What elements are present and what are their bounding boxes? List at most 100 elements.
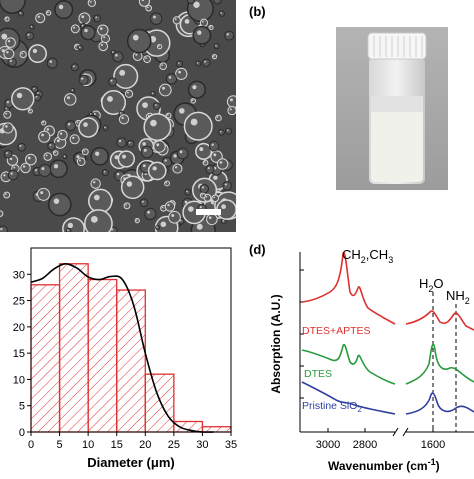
- droplet: [0, 211, 3, 217]
- droplet: [160, 63, 167, 70]
- droplet-highlight: [156, 143, 159, 146]
- droplet: [4, 150, 12, 158]
- droplet: [71, 25, 79, 33]
- droplet-highlight: [127, 92, 129, 94]
- droplet-highlight: [197, 31, 201, 35]
- droplet-highlight: [152, 166, 156, 170]
- droplet: [3, 123, 13, 133]
- droplet: [29, 45, 46, 62]
- droplet-highlight: [104, 126, 106, 128]
- y-tick-label: 0: [19, 427, 25, 439]
- legend-pristine: Pristine SiO2: [302, 400, 362, 414]
- droplet-highlight: [104, 171, 106, 173]
- droplet-highlight: [213, 196, 215, 198]
- legend-pristine-main: Pristine SiO: [302, 400, 357, 412]
- droplet: [173, 164, 182, 173]
- droplet: [173, 17, 180, 24]
- y-tick-label: 30: [13, 269, 25, 281]
- droplet: [124, 203, 130, 209]
- droplet-highlight: [222, 220, 224, 222]
- droplet: [4, 49, 14, 59]
- droplet: [227, 96, 236, 108]
- droplet: [79, 75, 88, 84]
- droplet-highlight: [1, 34, 7, 40]
- droplet-highlight: [133, 35, 139, 41]
- x-tick-2800: 2800: [353, 439, 377, 451]
- x-tick-label: 5: [57, 439, 63, 451]
- droplet: [217, 159, 228, 170]
- droplet: [223, 182, 232, 191]
- droplet: [176, 68, 187, 79]
- droplet-highlight: [5, 125, 8, 128]
- droplet: [209, 25, 213, 29]
- droplet: [98, 25, 108, 35]
- droplet: [50, 160, 67, 177]
- droplet: [146, 5, 152, 11]
- droplet: [200, 193, 205, 198]
- droplet: [216, 115, 222, 121]
- droplet-highlight: [147, 211, 150, 214]
- droplet: [82, 149, 88, 155]
- droplet: [185, 189, 191, 195]
- droplet: [203, 160, 208, 165]
- droplet-highlight: [115, 54, 118, 57]
- droplet: [219, 11, 224, 16]
- droplet-highlight: [72, 137, 74, 139]
- droplet-highlight: [186, 191, 188, 193]
- droplet: [165, 181, 170, 186]
- axis-break: [393, 428, 408, 436]
- droplet-highlight: [107, 96, 113, 102]
- droplet: [151, 92, 155, 96]
- droplet-highlight: [213, 55, 215, 57]
- y-tick-label: 5: [19, 401, 25, 413]
- droplet-highlight: [144, 149, 147, 152]
- droplet-highlight: [213, 153, 216, 156]
- droplet-highlight: [201, 194, 203, 196]
- droplet-highlight: [175, 166, 177, 168]
- droplet-highlight: [103, 36, 105, 38]
- x-tick-label: 10: [82, 439, 94, 451]
- droplet: [4, 111, 11, 118]
- droplet: [122, 176, 144, 198]
- droplet-highlight: [41, 167, 44, 170]
- droplet-highlight: [6, 51, 8, 53]
- x-axis-label-end: ): [436, 459, 440, 473]
- droplet: [4, 192, 10, 198]
- x-axis-label: Wavenumber (cm-1): [328, 457, 440, 473]
- droplet-highlight: [167, 114, 169, 116]
- droplet-highlight: [121, 117, 123, 119]
- histogram-bars: [31, 264, 231, 432]
- droplet: [202, 59, 209, 66]
- droplet: [63, 155, 67, 159]
- droplet-highlight: [57, 139, 60, 142]
- x-tick-label: 20: [139, 439, 151, 451]
- droplet: [88, 0, 95, 7]
- series-dtes-aptes-left: [302, 253, 395, 324]
- droplet-highlight: [147, 6, 149, 8]
- droplet-highlight: [73, 27, 75, 29]
- droplet-highlight: [208, 167, 210, 169]
- droplet-highlight: [8, 40, 10, 42]
- droplet-highlight: [67, 229, 69, 231]
- droplet-highlight: [31, 26, 33, 28]
- droplet: [209, 141, 218, 150]
- droplet-highlight: [35, 169, 37, 171]
- droplet-highlight: [173, 154, 176, 157]
- histogram-bar: [60, 264, 89, 432]
- droplet-highlight: [59, 5, 63, 9]
- droplet: [184, 112, 212, 140]
- droplet: [55, 1, 73, 19]
- y-tick-label: 25: [13, 296, 25, 308]
- droplet: [8, 58, 16, 66]
- droplet-highlight: [64, 155, 66, 157]
- histogram-bar: [202, 427, 231, 432]
- droplet-highlight: [179, 108, 185, 114]
- droplet-highlight: [230, 98, 233, 101]
- droplet-highlight: [200, 206, 202, 208]
- droplet: [212, 55, 216, 59]
- droplet-highlight: [84, 29, 87, 32]
- droplet-highlight: [79, 160, 81, 162]
- droplet-highlight: [101, 44, 103, 46]
- droplet: [196, 61, 201, 66]
- droplet-highlight: [47, 11, 49, 13]
